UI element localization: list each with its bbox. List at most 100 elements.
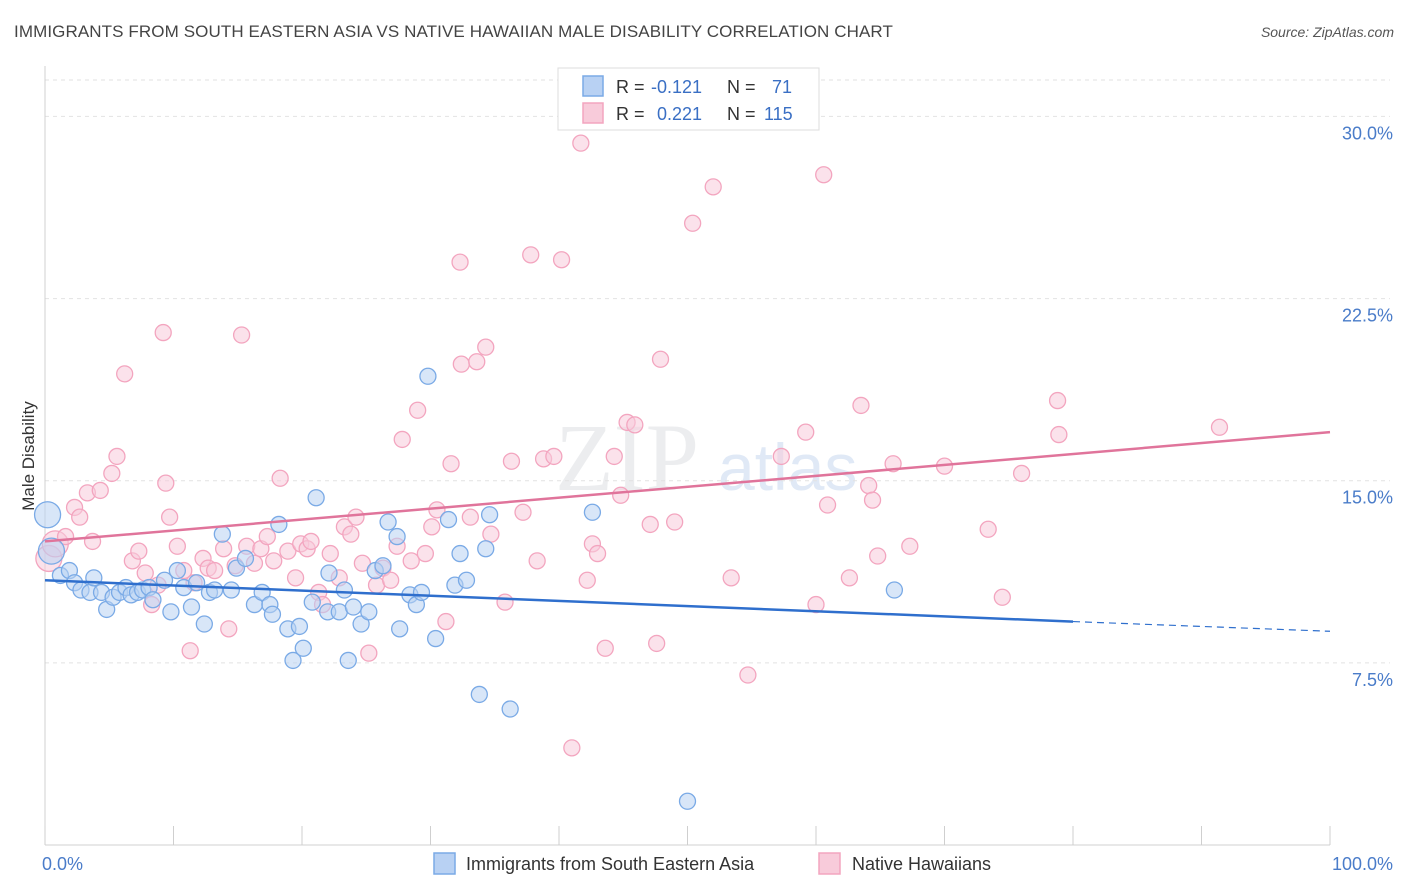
bottom-legend-swatch-pink xyxy=(818,852,841,875)
data-point xyxy=(339,651,357,670)
data-point xyxy=(321,544,339,563)
data-point xyxy=(869,547,887,565)
data-point xyxy=(1048,391,1067,410)
data-point xyxy=(797,423,815,441)
series-native-hawaiians xyxy=(35,134,1229,757)
data-point xyxy=(91,481,109,500)
data-point xyxy=(437,612,455,631)
data-point xyxy=(353,554,372,572)
data-point xyxy=(168,561,187,580)
legend-n-value-1: 71 xyxy=(772,77,792,97)
legend-r-label-2: R = xyxy=(616,104,645,124)
data-point xyxy=(451,544,469,563)
data-point xyxy=(722,569,740,587)
legend-swatch-blue xyxy=(582,75,604,97)
data-point xyxy=(195,615,213,633)
data-point xyxy=(545,447,563,466)
data-point xyxy=(388,527,406,546)
data-point xyxy=(214,540,233,558)
data-point xyxy=(286,569,305,587)
data-point xyxy=(423,518,441,536)
stats-legend: R = -0.121 N = 71 R = 0.221 N = 115 xyxy=(557,67,820,131)
data-point xyxy=(583,503,602,521)
data-point xyxy=(807,595,825,614)
trend-lines xyxy=(44,430,1331,632)
data-point xyxy=(360,644,378,662)
data-point xyxy=(683,214,702,232)
data-point xyxy=(374,557,392,575)
data-point xyxy=(157,474,175,492)
data-point xyxy=(279,542,297,560)
data-point xyxy=(130,542,148,560)
trend-line-extension xyxy=(1072,620,1331,632)
data-point xyxy=(352,615,370,633)
data-point xyxy=(419,367,437,385)
legend-r-value-1: -0.121 xyxy=(651,77,702,97)
data-point xyxy=(818,496,837,514)
data-point xyxy=(442,455,460,473)
data-point xyxy=(303,593,321,611)
data-point xyxy=(979,520,997,538)
data-point xyxy=(501,700,519,718)
data-point xyxy=(605,447,623,466)
data-point xyxy=(482,525,500,543)
data-point xyxy=(205,561,224,580)
legend-swatch-pink xyxy=(582,102,604,124)
data-point xyxy=(271,469,289,487)
data-point xyxy=(522,246,540,264)
data-point xyxy=(320,564,338,582)
data-point xyxy=(263,605,282,623)
data-point xyxy=(335,581,354,599)
trend-line xyxy=(44,430,1331,543)
data-point xyxy=(452,355,470,373)
legend-r-value-2: 0.221 xyxy=(657,104,702,124)
data-point xyxy=(416,544,435,563)
chart-title: IMMIGRANTS FROM SOUTH EASTERN ASIA VS NA… xyxy=(14,22,893,41)
legend-n-value-2: 115 xyxy=(764,104,793,124)
y-tick-label: 15.0% xyxy=(1342,488,1393,508)
data-point xyxy=(391,620,409,638)
data-point xyxy=(136,564,154,582)
data-point xyxy=(402,552,420,570)
data-point xyxy=(344,598,363,616)
data-point xyxy=(182,598,201,616)
data-point xyxy=(232,326,251,344)
data-point xyxy=(596,639,614,657)
legend-r-label-1: R = xyxy=(616,77,645,97)
y-tick-label: 22.5% xyxy=(1342,306,1393,326)
legend-n-label-2: N = xyxy=(727,104,756,124)
x-tick-label-max: 100.0% xyxy=(1332,854,1393,874)
data-point xyxy=(71,508,89,526)
data-point xyxy=(563,739,581,757)
data-point xyxy=(477,540,495,558)
data-point xyxy=(470,685,488,704)
y-tick-label: 30.0% xyxy=(1342,123,1393,143)
data-point xyxy=(641,515,659,534)
data-point xyxy=(993,588,1011,606)
data-point xyxy=(108,447,126,466)
data-point xyxy=(885,581,904,599)
bottom-legend-label-blue: Immigrants from South Eastern Asia xyxy=(466,854,755,874)
data-point xyxy=(468,353,486,371)
data-point xyxy=(270,515,288,534)
data-point xyxy=(626,416,644,434)
trend-line xyxy=(44,579,1074,623)
axes: 0.0% 100.0% xyxy=(42,66,1393,874)
data-point xyxy=(612,486,630,504)
data-point xyxy=(666,513,684,531)
data-point xyxy=(116,365,134,383)
data-point xyxy=(213,525,231,543)
data-point xyxy=(1012,464,1031,483)
data-point xyxy=(651,350,670,368)
data-point xyxy=(236,549,255,568)
data-point xyxy=(739,666,757,684)
data-point xyxy=(302,532,320,551)
data-point xyxy=(382,571,400,589)
data-point xyxy=(181,642,199,660)
data-point xyxy=(37,537,66,565)
data-point xyxy=(457,571,476,589)
data-point xyxy=(451,253,469,271)
data-point xyxy=(772,447,790,466)
data-point xyxy=(162,603,180,621)
